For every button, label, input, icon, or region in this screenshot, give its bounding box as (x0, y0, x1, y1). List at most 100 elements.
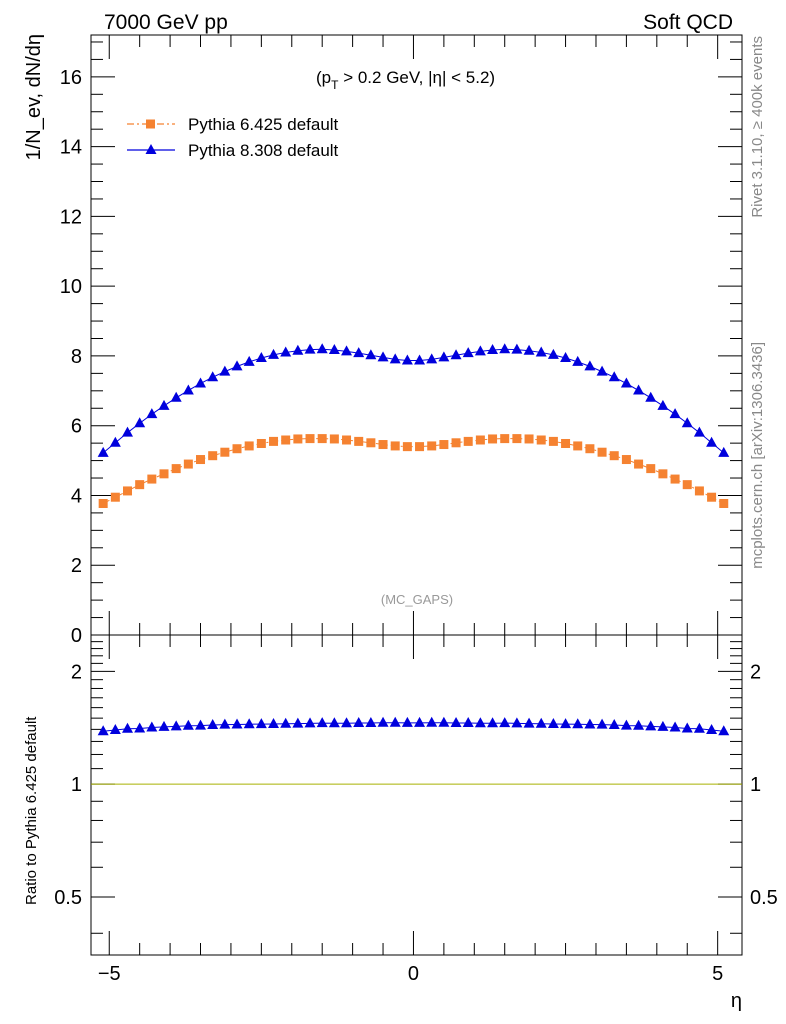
data-point-0 (658, 469, 668, 479)
data-point-1 (353, 347, 365, 358)
ratio-data-point (255, 718, 267, 729)
data-point-1 (280, 346, 292, 357)
data-point-0 (135, 480, 145, 490)
data-point-0 (536, 435, 546, 445)
ratio-data-point (487, 717, 499, 728)
data-point-1 (182, 384, 194, 395)
ratio-data-point (633, 719, 645, 730)
data-point-1 (474, 345, 486, 356)
ratio-data-point (560, 718, 572, 729)
ratio-data-point (596, 718, 608, 729)
cut-label-subscript: T (331, 78, 339, 92)
collision-label: 7000 GeV pp (104, 11, 228, 34)
ratio-data-point (146, 721, 158, 732)
data-point-0 (682, 480, 692, 490)
ratio-data-point (547, 717, 559, 728)
ratio-data-point (718, 725, 730, 736)
ratio-data-point (219, 718, 231, 729)
cut-label: (pT > 0.2 GeV, |η| < 5.2) (316, 68, 495, 92)
data-point-1 (499, 343, 511, 354)
data-point-0 (378, 440, 388, 450)
data-point-1 (669, 408, 681, 419)
ratio-y-tick-label-right: 2 (750, 661, 761, 683)
x-tick-label: −5 (98, 963, 121, 985)
ratio-data-point (499, 717, 511, 728)
data-point-0 (500, 434, 510, 444)
data-point-1 (401, 354, 413, 365)
data-point-1 (389, 353, 401, 364)
data-point-0 (354, 436, 364, 446)
ratio-data-point (158, 720, 170, 731)
data-point-0 (305, 434, 315, 444)
data-point-0 (220, 447, 230, 457)
data-point-0 (147, 474, 157, 484)
ratio-data-point (353, 716, 365, 727)
data-point-0 (475, 435, 485, 445)
ratio-data-point (462, 716, 474, 727)
data-point-1 (170, 391, 182, 402)
x-tick-label: 0 (408, 963, 419, 985)
data-point-0 (548, 436, 558, 446)
ratio-data-point (645, 720, 657, 731)
data-point-0 (646, 464, 656, 474)
data-point-1 (134, 417, 146, 428)
legend-label-pythia8: Pythia 8.308 default (188, 141, 339, 160)
data-point-0 (415, 442, 425, 452)
y-tick-label: 14 (60, 137, 82, 159)
ratio-data-point (414, 716, 426, 727)
data-point-1 (231, 360, 243, 371)
data-point-1 (243, 355, 255, 366)
ratio-data-point (450, 716, 462, 727)
y-tick-label: 4 (71, 485, 82, 507)
x-tick-label: 5 (712, 963, 723, 985)
data-point-1 (195, 377, 207, 388)
data-point-1 (292, 344, 304, 355)
ratio-data-point (195, 719, 207, 730)
data-point-1 (219, 365, 231, 376)
data-point-0 (329, 434, 339, 444)
ratio-y-tick-label: 1 (71, 774, 82, 796)
data-point-0 (670, 474, 680, 484)
y-tick-label: 12 (60, 206, 82, 228)
legend-marker-pythia6 (146, 119, 155, 129)
data-point-0 (707, 492, 717, 502)
data-point-1 (268, 348, 280, 359)
y-tick-label: 6 (71, 416, 82, 438)
data-point-0 (390, 441, 400, 451)
ratio-data-point (97, 725, 109, 736)
ratio-data-point (328, 717, 340, 728)
data-point-0 (123, 486, 133, 496)
y-tick-label: 16 (60, 67, 82, 89)
data-point-0 (232, 444, 242, 454)
data-point-0 (597, 447, 607, 457)
data-point-0 (402, 442, 412, 452)
data-point-1 (377, 351, 389, 362)
data-point-1 (316, 343, 328, 354)
data-point-0 (269, 436, 279, 446)
data-point-0 (488, 434, 498, 444)
data-point-1 (109, 436, 121, 447)
data-point-1 (328, 344, 340, 354)
mcplots-info: mcplots.cern.ch [arXiv:1306.3436] (749, 342, 766, 569)
data-point-0 (293, 434, 303, 444)
data-point-0 (524, 434, 534, 444)
y-tick-label: 0 (71, 625, 82, 647)
ratio-data-point (389, 716, 401, 727)
data-point-0 (366, 438, 376, 448)
data-point-1 (341, 345, 353, 356)
data-point-0 (561, 438, 571, 448)
data-point-1 (681, 417, 693, 428)
data-point-1 (255, 352, 267, 363)
ratio-data-point (341, 717, 353, 728)
data-point-0 (208, 451, 218, 461)
ratio-data-point (511, 717, 523, 728)
ratio-data-point (170, 720, 182, 731)
ratio-data-point (523, 717, 535, 728)
data-point-1 (645, 391, 657, 402)
data-point-0 (171, 464, 181, 474)
data-point-1 (572, 355, 584, 366)
ratio-data-point (292, 717, 304, 728)
ratio-y-tick-label-right: 1 (750, 774, 761, 796)
data-point-0 (585, 444, 595, 454)
